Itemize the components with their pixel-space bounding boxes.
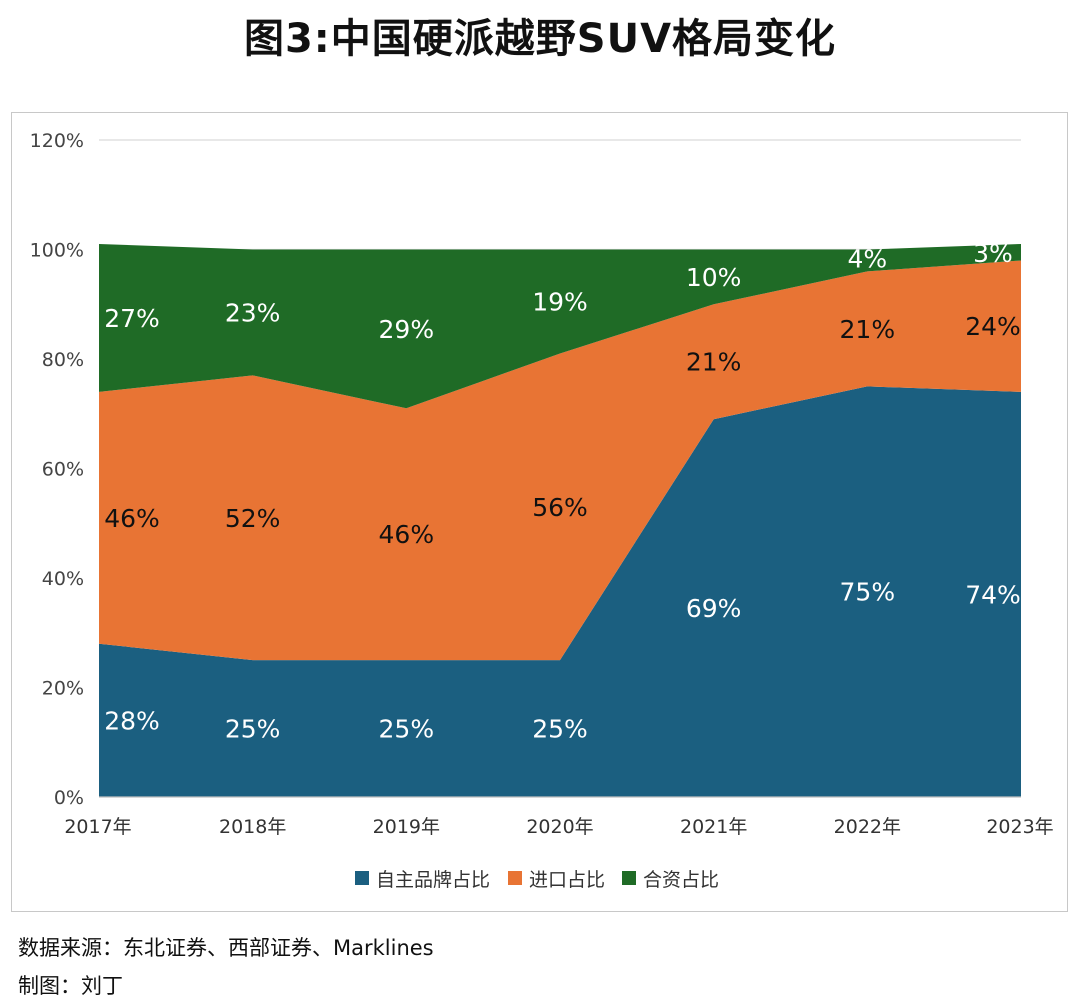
data-label: 29% <box>379 315 435 344</box>
data-label: 25% <box>225 715 281 744</box>
y-tick-label: 100% <box>30 240 84 262</box>
area-series-1 <box>99 386 1021 797</box>
y-tick-label: 0% <box>54 787 84 809</box>
stacked-area-chart: 0% 20% 40% 60% 80% 100% 120% 28% 25% 25% 25% 69% 75%… <box>30 130 1054 891</box>
x-tick-label: 2022年 <box>834 816 901 838</box>
chart-author: 制图：刘丁 <box>18 974 123 998</box>
data-source: 数据来源：东北证券、西部证券、Marklines <box>18 936 434 960</box>
y-tick-label: 60% <box>42 459 84 481</box>
data-label: 25% <box>379 715 435 744</box>
data-label: 46% <box>379 520 435 549</box>
area-series-2 <box>99 260 1021 661</box>
data-label: 28% <box>104 706 160 735</box>
area-series-3 <box>99 244 1021 409</box>
data-label: 56% <box>532 493 588 522</box>
chart-title: 图3:中国硬派越野SUV格局变化 <box>243 16 837 62</box>
data-label: 52% <box>225 504 281 533</box>
y-tick-label: 40% <box>42 568 84 590</box>
data-label: 3% <box>973 239 1013 268</box>
data-label: 4% <box>847 245 887 274</box>
x-tick-label: 2021年 <box>680 816 747 838</box>
legend-swatch <box>355 871 369 885</box>
x-tick-label: 2018年 <box>219 816 286 838</box>
data-label: 46% <box>104 504 160 533</box>
data-label: 23% <box>225 298 281 327</box>
data-label: 19% <box>532 288 588 317</box>
legend-label: 合资占比 <box>643 869 719 891</box>
y-tick-label: 80% <box>42 349 84 371</box>
x-tick-label: 2020年 <box>526 816 593 838</box>
data-label: 75% <box>840 578 896 607</box>
legend-swatch <box>622 871 636 885</box>
data-label: 21% <box>840 315 896 344</box>
data-label: 25% <box>532 715 588 744</box>
x-tick-label: 2019年 <box>373 816 440 838</box>
x-tick-label: 2023年 <box>986 816 1053 838</box>
legend-swatch <box>508 871 522 885</box>
y-tick-label: 20% <box>42 678 84 700</box>
data-label: 74% <box>965 580 1021 609</box>
data-label: 27% <box>104 304 160 333</box>
chart-frame <box>11 112 1068 912</box>
data-label: 69% <box>686 594 742 623</box>
legend-label: 进口占比 <box>529 869 605 891</box>
data-label: 24% <box>965 312 1021 341</box>
data-label: 10% <box>686 263 742 292</box>
legend-label: 自主品牌占比 <box>376 869 490 891</box>
data-label: 21% <box>686 348 742 377</box>
y-tick-label: 120% <box>30 130 84 152</box>
x-tick-label: 2017年 <box>64 816 131 838</box>
